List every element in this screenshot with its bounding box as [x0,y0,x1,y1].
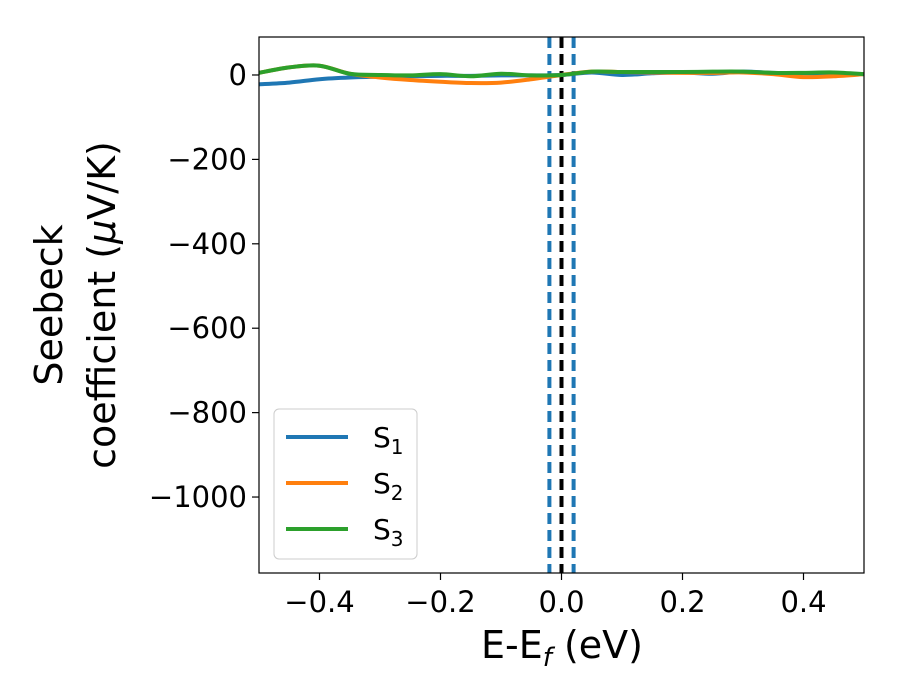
y-axis-title-line2: coefficient (μV/K) [80,141,124,469]
x-tick-label: −0.4 [284,585,354,619]
legend-label-s2: S2 [373,467,404,505]
legend-label-s1: S1 [373,421,404,459]
y-tick-label: −800 [167,396,247,430]
plot-area [259,37,864,573]
x-tick-label: −0.2 [405,585,475,619]
y-tick-label: −1000 [149,480,247,514]
y-tick-label: −200 [167,142,247,176]
y-tick-label: 0 [229,58,247,92]
x-tick-label: 0.4 [780,585,826,619]
y-axis-title: Seebeck coefficient (μV/K) [27,141,124,469]
x-axis-title: E-Ef (eV) [481,623,643,673]
x-tick-label: 0.2 [659,585,705,619]
x-tick-label: 0.0 [538,585,584,619]
plot-layer [259,37,864,573]
y-tick-label: −600 [167,311,247,345]
legend: S1 S2 S3 [273,408,418,560]
y-tick-label: −400 [167,227,247,261]
series-line-s3 [259,63,864,79]
axes-layer: −0.4 −0.2 0.0 0.2 0.4 0 −200 −400 −600 −800 −1000 [149,36,865,619]
legend-label-s3: S3 [373,513,404,551]
y-axis-title-line1: Seebeck [27,224,71,385]
